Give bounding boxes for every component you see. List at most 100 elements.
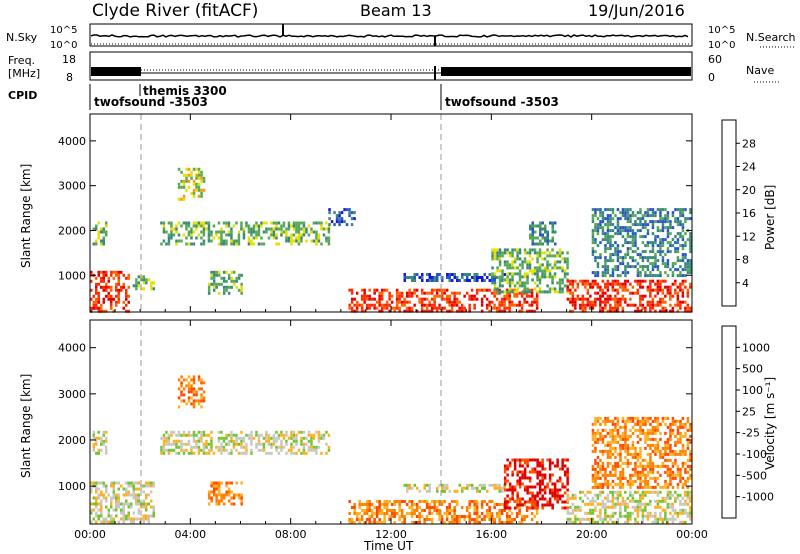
power-cell [247,242,251,246]
power-cell [521,290,524,294]
power-cell [232,242,236,246]
velocity-cell [629,476,632,480]
velocity-cell [508,488,512,492]
power-cell [360,297,364,301]
power-cell [601,288,605,292]
velocity-cell [689,455,692,459]
power-cell [125,303,128,307]
power-cell [599,309,602,313]
power-cell [207,221,211,225]
power-cell [518,281,522,285]
velocity-cell [596,455,600,459]
power-cell [425,306,429,310]
velocity-cell [125,502,128,506]
velocity-cell [656,482,660,486]
velocity-cell [488,515,491,518]
velocity-cell [616,482,620,486]
velocity-cell [584,502,587,506]
velocity-cell [654,446,657,450]
velocity-cell [626,419,630,423]
velocity-cell [611,419,615,423]
velocity-cell [624,461,627,465]
power-cell [621,208,625,212]
power-cell [686,271,690,275]
power-cell [488,273,491,276]
velocity-cell [571,511,575,515]
velocity-cell [669,511,672,515]
velocity-cell [644,508,647,512]
velocity-cell [621,470,625,474]
power-cell [586,291,590,295]
power-cell [596,271,600,275]
velocity-cell [225,490,228,494]
power-cell [453,297,456,301]
velocity-cell [505,503,509,506]
velocity-cell [310,433,313,437]
velocity-cell [626,520,630,524]
velocity-cell [609,517,612,521]
velocity-cell [408,483,411,487]
velocity-cell [536,491,539,495]
power-cell [684,208,687,212]
power-cell [581,294,585,298]
velocity-cell [453,521,456,524]
power-cell [626,250,630,254]
velocity-cell [210,448,213,452]
power-cell [305,227,308,231]
velocity-cell [594,419,597,423]
power-cell [563,275,567,279]
velocity-cell [500,521,504,524]
power-cell [611,297,615,301]
power-cell [470,297,474,301]
velocity-cell [631,479,635,483]
velocity-cell [177,445,181,449]
power-cell [679,232,682,236]
velocity-cell [115,514,118,518]
power-cell [528,263,532,267]
velocity-cell [100,511,103,515]
velocity-cell [102,433,105,437]
velocity-cell [631,496,635,500]
power-cell [614,288,617,292]
velocity-cell [192,393,196,397]
power-cell [90,309,93,313]
velocity-cell [520,521,524,524]
power-cell [500,297,504,301]
velocity-cell [425,518,429,521]
velocity-cell [275,439,278,443]
velocity-cell [619,476,622,480]
power-cell [639,303,642,307]
power-cell [503,309,506,313]
power-cell [145,281,148,285]
velocity-cell [440,503,444,506]
velocity-cell [448,512,451,515]
velocity-cell [485,512,489,515]
power-cell [676,238,680,242]
power-cell [599,253,602,257]
velocity-cell [644,473,647,477]
power-cell [496,254,499,258]
velocity-cell [190,378,193,382]
velocity-cell [523,461,527,465]
power-cell [363,294,366,298]
power-cell [508,263,512,267]
velocity-cell [671,449,675,453]
velocity-cell [295,436,298,440]
velocity-cell [197,445,201,449]
power-cell [681,208,685,212]
power-cell [629,226,632,230]
power-cell [400,303,404,307]
velocity-cell [646,490,650,494]
velocity-cell [574,493,577,497]
power-cell [292,227,296,231]
velocity-cell [584,517,587,521]
velocity-cell [614,440,617,444]
velocity-cell [669,434,672,438]
velocity-cell [175,451,178,455]
velocity-cell [561,467,564,471]
velocity-cell [197,387,201,391]
power-cell [207,288,211,292]
power-cell [576,282,580,286]
power-cell [679,235,682,239]
velocity-cell [110,520,113,524]
